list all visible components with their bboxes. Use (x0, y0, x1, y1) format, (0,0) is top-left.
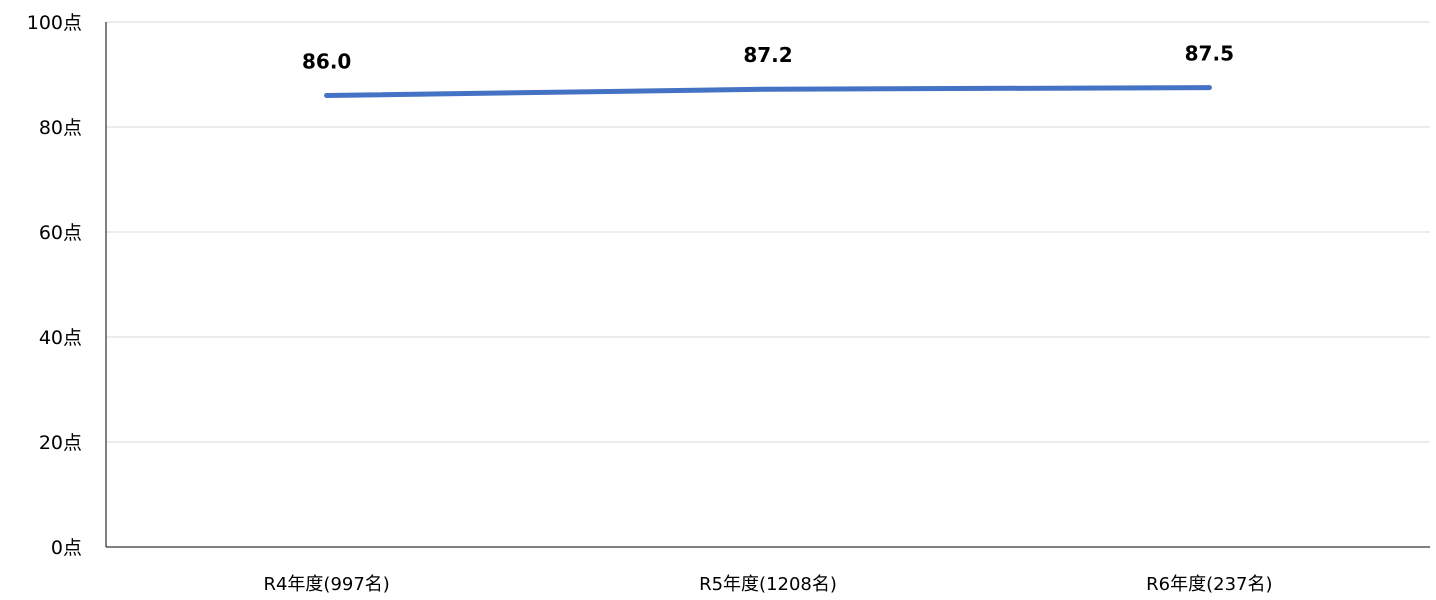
y-tick-label: 60点 (39, 222, 82, 244)
data-label: 87.5 (1185, 42, 1234, 66)
x-tick-label: R6年度(237名) (1146, 574, 1272, 595)
x-tick-label: R4年度(997名) (263, 574, 389, 595)
data-point (324, 93, 330, 98)
y-tick-label: 20点 (39, 432, 82, 454)
data-point (1206, 85, 1212, 91)
y-tick-label: 40点 (39, 327, 82, 349)
axes (105, 22, 1430, 548)
y-tick-label: 80点 (39, 117, 82, 139)
series-group (324, 85, 1212, 98)
y-tick-label: 100点 (27, 12, 82, 34)
data-labels: 86.0 87.2 87.5 (302, 42, 1234, 74)
x-tick-label: R5年度(1208名) (699, 574, 837, 595)
data-label: 86.0 (302, 50, 351, 74)
x-axis-tick-labels: R4年度(997名) R5年度(1208名) R6年度(237名) (263, 574, 1272, 595)
y-axis-tick-labels: 0点 20点 40点 60点 80点 100点 (27, 12, 82, 559)
data-point (765, 86, 771, 92)
data-label: 87.2 (743, 43, 792, 67)
gridlines (106, 21, 1430, 443)
y-tick-label: 0点 (51, 537, 82, 559)
